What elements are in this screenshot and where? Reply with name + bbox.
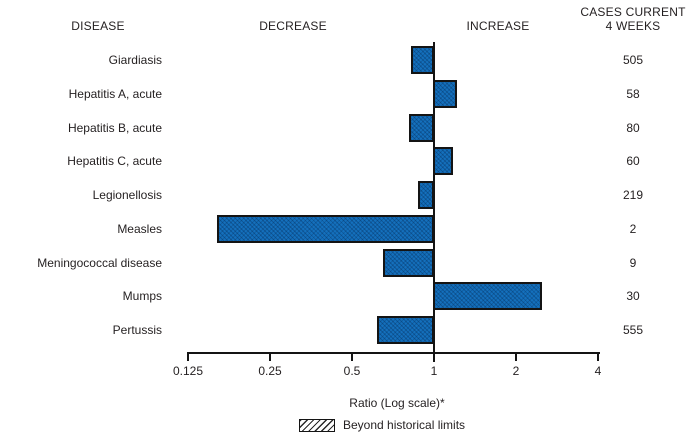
- cases-value: 219: [622, 188, 644, 202]
- legend-hatch-swatch: [299, 419, 335, 432]
- disease-label: Meningococcal disease: [37, 255, 162, 270]
- ratio-bar: [433, 79, 457, 108]
- disease-label: Legionellosis: [92, 188, 162, 202]
- cases-value: 80: [626, 120, 640, 135]
- cases-value: 9: [629, 255, 637, 270]
- column-header-increase: INCREASE: [466, 19, 530, 33]
- disease-label: Pertussis: [112, 323, 162, 337]
- ratio-bar: [433, 147, 453, 176]
- legend-label: Beyond historical limits: [343, 418, 466, 432]
- column-header-decrease: DECREASE: [259, 19, 327, 33]
- disease-label: Giardiasis: [108, 53, 162, 67]
- column-header-disease: DISEASE: [71, 19, 125, 33]
- ratio-bar: [377, 316, 434, 344]
- x-axis-tick-label: 0.5: [343, 364, 361, 378]
- x-axis-tick-mark: [597, 352, 599, 361]
- x-axis-tick-mark: [187, 352, 189, 361]
- x-axis-tick-mark: [351, 352, 353, 361]
- x-axis-tick-mark: [269, 352, 271, 361]
- x-axis-tick-mark: [433, 352, 435, 361]
- baseline-ratio-1-line: [433, 42, 435, 362]
- column-header-cases-line1: CASES CURRENT: [580, 5, 686, 19]
- ratio-bar: [410, 46, 434, 74]
- ratio-bar: [433, 282, 543, 311]
- x-axis-tick-label: 2: [512, 364, 520, 378]
- disease-label: Hepatitis C, acute: [67, 154, 162, 169]
- cases-value: 30: [626, 289, 640, 304]
- x-axis-line: [187, 352, 600, 354]
- disease-label: Hepatitis B, acute: [67, 120, 162, 135]
- x-axis-tick-label: 4: [594, 364, 602, 378]
- ratio-bar: [417, 181, 434, 209]
- disease-label: Hepatitis A, acute: [68, 86, 162, 101]
- disease-label: Mumps: [122, 289, 162, 304]
- cases-value: 505: [622, 53, 644, 67]
- ratio-bar: [383, 248, 434, 277]
- column-header-cases-line2: 4 WEEKS: [605, 19, 661, 33]
- cases-value: 2: [629, 221, 637, 236]
- x-axis-tick-mark: [515, 352, 517, 361]
- x-axis-tick-label: 0.25: [258, 364, 282, 378]
- x-axis-tick-label: 1: [430, 364, 438, 378]
- cases-value: 555: [622, 323, 644, 337]
- disease-label: Measles: [117, 221, 162, 236]
- x-axis-tick-label: 0.125: [172, 364, 204, 378]
- x-axis-title: Ratio (Log scale)*: [349, 396, 445, 410]
- ratio-bar: [217, 214, 434, 243]
- cases-value: 58: [626, 86, 640, 101]
- ratio-bar: [409, 113, 434, 142]
- cases-value: 60: [626, 154, 640, 169]
